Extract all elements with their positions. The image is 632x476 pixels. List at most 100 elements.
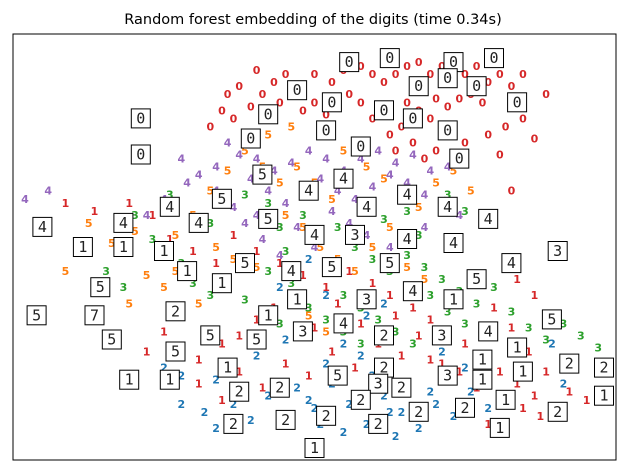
thumbnail-frame xyxy=(495,389,516,410)
thumbnail-digit-glyph: 1 xyxy=(449,290,458,308)
digit-label-3: 3 xyxy=(594,342,602,355)
thumbnail-frame xyxy=(391,377,412,398)
thumbnail-frame xyxy=(339,52,360,73)
digit-label-0: 0 xyxy=(461,68,469,81)
thumbnail-4: 4 xyxy=(443,233,464,253)
thumbnail-1: 1 xyxy=(177,261,198,282)
digit-label-1: 1 xyxy=(519,402,527,415)
thumbnail-digit-glyph: 0 xyxy=(408,109,417,127)
thumbnail-digit-glyph: 1 xyxy=(159,242,168,260)
digit-label-5: 5 xyxy=(172,265,180,278)
thumbnail-2: 2 xyxy=(269,377,290,398)
thumbnail-digit-glyph: 5 xyxy=(258,166,267,184)
digit-label-3: 3 xyxy=(206,289,214,302)
thumbnail-digit-glyph: 0 xyxy=(345,53,354,71)
digit-label-5: 5 xyxy=(328,193,336,206)
digit-label-5: 5 xyxy=(131,225,139,238)
digit-label-4: 4 xyxy=(247,173,255,186)
thumbnail-2: 2 xyxy=(374,325,394,346)
thumbnail-digit-glyph: 5 xyxy=(171,343,180,361)
digit-label-1: 1 xyxy=(542,366,550,379)
digit-label-0: 0 xyxy=(438,60,446,73)
thumbnail-frame xyxy=(345,224,365,245)
thumbnail-digit-glyph: 4 xyxy=(507,254,516,272)
digit-label-2: 2 xyxy=(340,338,348,351)
digit-label-4: 4 xyxy=(270,165,278,178)
digit-label-1: 1 xyxy=(426,313,434,326)
digit-label-2: 2 xyxy=(177,398,185,411)
thumbnail-digit-glyph: 1 xyxy=(495,419,504,437)
thumbnail-4: 4 xyxy=(333,168,354,189)
thumbnail-frame xyxy=(350,389,371,410)
digit-label-1: 1 xyxy=(311,321,319,334)
thumbnail-0: 0 xyxy=(437,120,458,141)
thumbnail-frame xyxy=(211,188,232,209)
digit-label-0: 0 xyxy=(235,80,243,93)
thumbnail-frame xyxy=(501,253,522,274)
thumbnail-frame xyxy=(379,253,400,274)
thumbnail-digit-glyph: 1 xyxy=(165,371,174,389)
digit-label-3: 3 xyxy=(415,229,423,242)
digit-label-1: 1 xyxy=(62,197,70,210)
thumbnail-digit-glyph: 0 xyxy=(513,93,522,111)
thumbnail-0: 0 xyxy=(484,48,504,69)
thumbnail-3: 3 xyxy=(368,373,389,394)
digit-label-0: 0 xyxy=(432,92,440,105)
digit-label-1: 1 xyxy=(496,366,504,379)
digit-label-3: 3 xyxy=(287,277,295,290)
thumbnail-frame xyxy=(188,212,209,233)
thumbnail-1: 1 xyxy=(443,289,464,310)
digit-label-5: 5 xyxy=(62,265,70,278)
thumbnail-digit-glyph: 4 xyxy=(408,282,417,300)
digit-label-2: 2 xyxy=(340,426,348,439)
thumbnail-4: 4 xyxy=(32,216,53,237)
thumbnail-4: 4 xyxy=(402,281,423,302)
digit-label-0: 0 xyxy=(386,128,394,141)
digit-label-4: 4 xyxy=(293,221,301,234)
thumbnail-1: 1 xyxy=(512,361,533,382)
digit-label-4: 4 xyxy=(363,229,371,242)
thumbnail-frame xyxy=(130,108,151,129)
thumbnail-digit-glyph: 3 xyxy=(437,326,446,344)
digit-label-0: 0 xyxy=(432,145,440,158)
thumbnail-frame xyxy=(258,305,279,326)
thumbnail-digit-glyph: 2 xyxy=(379,359,388,377)
digit-label-5: 5 xyxy=(421,273,429,286)
thumbnail-frame xyxy=(177,261,198,282)
digit-label-0: 0 xyxy=(206,120,214,133)
digit-label-2: 2 xyxy=(201,406,209,419)
thumbnail-5: 5 xyxy=(258,208,279,229)
digit-label-1: 1 xyxy=(438,358,446,371)
thumbnail-frame xyxy=(379,48,400,69)
digit-label-0: 0 xyxy=(392,145,400,158)
thumbnail-frame xyxy=(478,321,499,342)
thumbnail-5: 5 xyxy=(327,365,348,386)
thumbnail-digit-glyph: 1 xyxy=(478,371,487,389)
digit-label-5: 5 xyxy=(287,120,295,133)
thumbnail-0: 0 xyxy=(287,80,308,101)
thumbnail-digit-glyph: 1 xyxy=(183,262,192,280)
thumbnail-digit-glyph: 3 xyxy=(553,242,562,260)
digit-label-1: 1 xyxy=(235,329,243,342)
thumbnail-1: 1 xyxy=(287,289,308,310)
digit-label-3: 3 xyxy=(264,197,272,210)
thumbnail-digit-glyph: 4 xyxy=(310,226,319,244)
thumbnail-digit-glyph: 4 xyxy=(484,322,493,340)
digit-label-3: 3 xyxy=(508,305,516,318)
digit-label-2: 2 xyxy=(253,350,261,363)
thumbnail-digit-glyph: 4 xyxy=(339,314,348,332)
digit-label-4: 4 xyxy=(230,201,238,214)
digit-label-5: 5 xyxy=(108,237,116,250)
digit-label-4: 4 xyxy=(316,173,324,186)
digit-label-3: 3 xyxy=(241,189,249,202)
thumbnail-frame xyxy=(368,373,389,394)
digit-label-1: 1 xyxy=(235,366,243,379)
thumbnail-2: 2 xyxy=(559,353,580,374)
digit-label-4: 4 xyxy=(392,157,400,170)
digit-label-2: 2 xyxy=(363,418,371,431)
thumbnail-digit-glyph: 2 xyxy=(322,407,331,425)
digit-label-5: 5 xyxy=(241,145,249,158)
thumbnail-4: 4 xyxy=(397,229,418,249)
digit-label-2: 2 xyxy=(363,309,371,322)
